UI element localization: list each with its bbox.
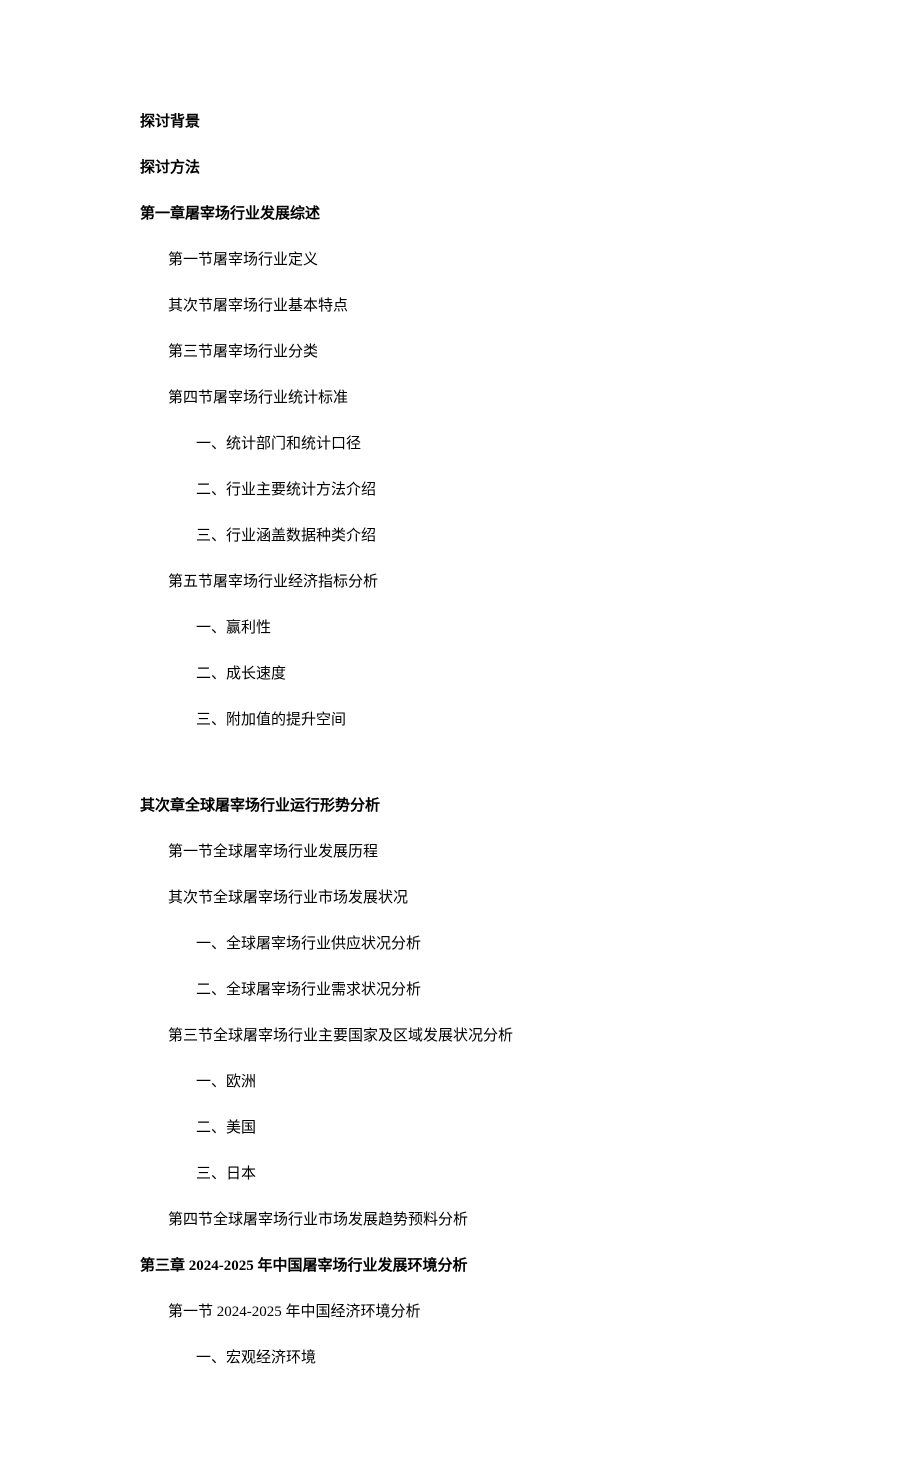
chapter-2-section-1: 第一节全球屠宰场行业发展历程 bbox=[168, 840, 780, 864]
document-page: 探讨背景 探讨方法 第一章屠宰场行业发展综述 第一节屠宰场行业定义 其次节屠宰场… bbox=[0, 0, 920, 1472]
chapter-3-section-1-item-1: 一、宏观经济环境 bbox=[196, 1346, 780, 1370]
chapter-2-section-2-item-1: 一、全球屠宰场行业供应状况分析 bbox=[196, 932, 780, 956]
chapter-1-section-1: 第一节屠宰场行业定义 bbox=[168, 248, 780, 272]
chapter-1-section-5: 第五节屠宰场行业经济指标分析 bbox=[168, 570, 780, 594]
chapter-1-section-4-item-1: 一、统计部门和统计口径 bbox=[196, 432, 780, 456]
chapter-1-title: 第一章屠宰场行业发展综述 bbox=[140, 202, 780, 226]
chapter-2-section-3-item-3: 三、日本 bbox=[196, 1162, 780, 1186]
chapter-2-section-2: 其次节全球屠宰场行业市场发展状况 bbox=[168, 886, 780, 910]
chapter-1-section-2: 其次节屠宰场行业基本特点 bbox=[168, 294, 780, 318]
chapter-2-section-3: 第三节全球屠宰场行业主要国家及区域发展状况分析 bbox=[168, 1024, 780, 1048]
chapter-1-section-4-item-2: 二、行业主要统计方法介绍 bbox=[196, 478, 780, 502]
chapter-2-section-3-item-1: 一、欧洲 bbox=[196, 1070, 780, 1094]
chapter-3-section-1: 第一节 2024-2025 年中国经济环境分析 bbox=[168, 1300, 780, 1324]
chapter-2-title: 其次章全球屠宰场行业运行形势分析 bbox=[140, 794, 780, 818]
chapter-2-section-3-item-2: 二、美国 bbox=[196, 1116, 780, 1140]
chapter-1-section-5-item-1: 一、赢利性 bbox=[196, 616, 780, 640]
chapter-1-section-4: 第四节屠宰场行业统计标准 bbox=[168, 386, 780, 410]
chapter-3-title: 第三章 2024-2025 年中国屠宰场行业发展环境分析 bbox=[140, 1254, 780, 1278]
heading-method: 探讨方法 bbox=[140, 156, 780, 180]
chapter-1-section-5-item-3: 三、附加值的提升空间 bbox=[196, 708, 780, 732]
chapter-1-section-4-item-3: 三、行业涵盖数据种类介绍 bbox=[196, 524, 780, 548]
chapter-1-section-5-item-2: 二、成长速度 bbox=[196, 662, 780, 686]
chapter-2-section-2-item-2: 二、全球屠宰场行业需求状况分析 bbox=[196, 978, 780, 1002]
chapter-1-section-3: 第三节屠宰场行业分类 bbox=[168, 340, 780, 364]
heading-background: 探讨背景 bbox=[140, 110, 780, 134]
chapter-2-section-4: 第四节全球屠宰场行业市场发展趋势预料分析 bbox=[168, 1208, 780, 1232]
section-gap bbox=[140, 754, 780, 794]
